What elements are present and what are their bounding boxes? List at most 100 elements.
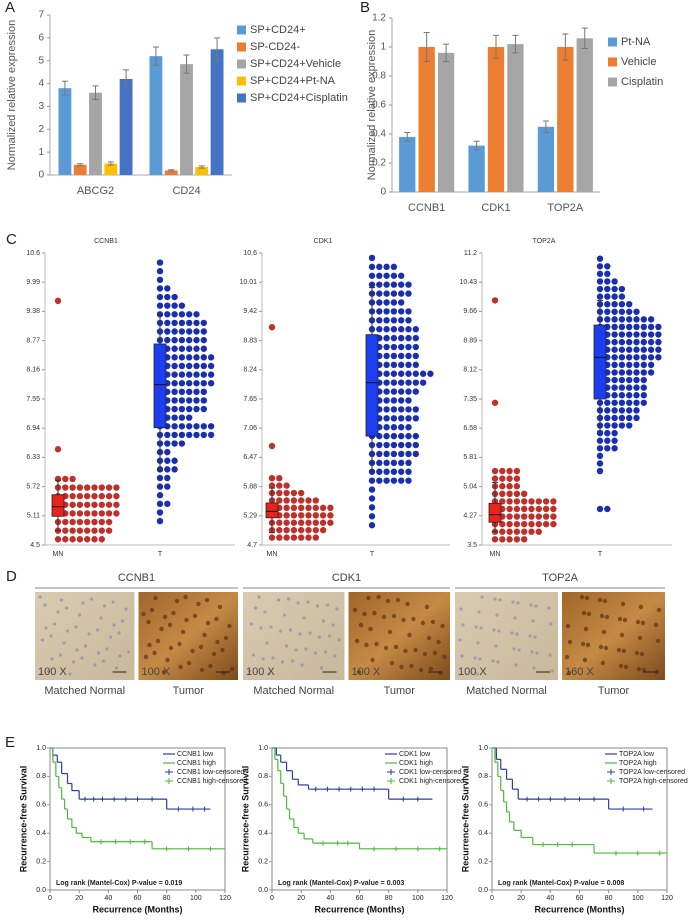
cell bbox=[102, 604, 107, 608]
dot bbox=[633, 414, 640, 422]
dot bbox=[98, 501, 106, 508]
dot bbox=[596, 467, 604, 475]
dot bbox=[200, 397, 207, 404]
dot bbox=[156, 492, 164, 499]
tissue-image bbox=[562, 592, 665, 680]
dot bbox=[368, 263, 376, 271]
cell bbox=[152, 650, 157, 656]
dot bbox=[626, 422, 633, 429]
dot bbox=[383, 406, 390, 413]
cell bbox=[294, 648, 298, 652]
y-tick-label: 0.8 bbox=[36, 773, 46, 780]
dot bbox=[171, 440, 178, 447]
cell bbox=[168, 645, 174, 651]
dot bbox=[405, 379, 412, 386]
cell bbox=[358, 622, 364, 628]
dot bbox=[398, 281, 405, 288]
dot bbox=[412, 326, 419, 333]
cell bbox=[161, 669, 167, 675]
box bbox=[51, 494, 65, 517]
dot bbox=[186, 362, 193, 370]
outlier bbox=[491, 399, 499, 406]
dot bbox=[171, 405, 178, 413]
cell bbox=[217, 604, 223, 610]
dot bbox=[655, 338, 662, 346]
dot bbox=[528, 513, 535, 520]
x-tick-label: 120 bbox=[441, 895, 453, 902]
cell bbox=[58, 653, 63, 657]
cell bbox=[376, 594, 381, 600]
dot bbox=[84, 484, 91, 491]
dot bbox=[405, 352, 412, 360]
dot bbox=[412, 441, 419, 449]
dot bbox=[405, 406, 412, 413]
cell bbox=[325, 603, 330, 607]
cell bbox=[298, 632, 302, 636]
magnification: 100 X bbox=[246, 666, 275, 678]
legend-label: CCNB1 low bbox=[177, 751, 214, 758]
dot bbox=[626, 354, 633, 361]
dot bbox=[611, 361, 618, 369]
dot bbox=[618, 384, 626, 391]
dot bbox=[84, 527, 91, 534]
cell bbox=[639, 651, 645, 657]
dot bbox=[398, 343, 405, 351]
dot bbox=[596, 285, 604, 293]
dot bbox=[368, 272, 376, 279]
dot bbox=[604, 505, 611, 513]
cell bbox=[362, 611, 367, 617]
cell bbox=[271, 656, 275, 660]
panel-label: A bbox=[5, 0, 15, 16]
dot bbox=[618, 407, 626, 414]
dot bbox=[76, 484, 84, 491]
dot bbox=[513, 505, 521, 513]
cell bbox=[319, 666, 324, 670]
magnification: 100 X bbox=[458, 666, 487, 678]
dot bbox=[186, 354, 193, 361]
cell bbox=[585, 642, 591, 648]
x-tick-label: CCNB1 bbox=[408, 202, 445, 214]
cell bbox=[192, 613, 198, 619]
bar bbox=[210, 49, 224, 175]
dot bbox=[647, 323, 655, 331]
cell bbox=[75, 648, 79, 652]
y-tick-label: 5.11 bbox=[27, 513, 40, 520]
dot bbox=[626, 300, 633, 308]
dot bbox=[390, 263, 398, 271]
cell bbox=[372, 610, 377, 616]
dot bbox=[604, 316, 611, 323]
dot bbox=[383, 477, 390, 484]
dot bbox=[276, 489, 283, 497]
bar bbox=[180, 64, 193, 175]
dot bbox=[156, 311, 164, 318]
dot bbox=[390, 308, 398, 315]
dot bbox=[618, 285, 626, 293]
dot bbox=[76, 510, 84, 517]
dot bbox=[283, 482, 290, 489]
cell bbox=[261, 657, 265, 661]
cell bbox=[269, 625, 273, 629]
cell bbox=[247, 669, 252, 673]
y-tick-label: 7.65 bbox=[243, 396, 257, 403]
dot bbox=[113, 492, 120, 500]
dot bbox=[178, 302, 186, 309]
y-tick-label: 10.01 bbox=[239, 279, 257, 286]
dot bbox=[405, 424, 412, 431]
cell bbox=[496, 660, 500, 664]
dot bbox=[390, 343, 398, 351]
dot bbox=[626, 369, 633, 376]
dot bbox=[193, 311, 200, 318]
dot bbox=[513, 498, 521, 505]
cell bbox=[38, 595, 42, 599]
cell bbox=[337, 638, 341, 642]
error-bar bbox=[562, 33, 569, 61]
y-tick-label: 0.2 bbox=[478, 858, 488, 865]
censor-mark bbox=[100, 796, 105, 802]
dot bbox=[178, 414, 186, 421]
dot bbox=[76, 518, 84, 526]
cell bbox=[409, 663, 414, 669]
dot bbox=[640, 316, 647, 323]
error-bar bbox=[92, 85, 99, 101]
error-bar bbox=[61, 80, 68, 96]
dot bbox=[178, 328, 186, 335]
